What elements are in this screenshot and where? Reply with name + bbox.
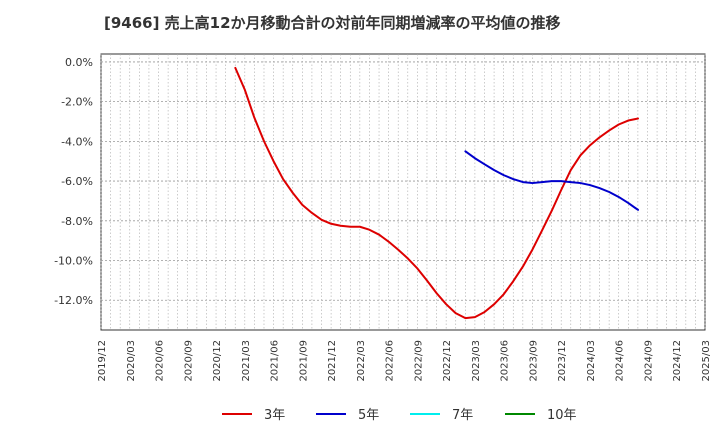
x-tick-label: 2023/06	[500, 340, 511, 382]
x-tick-label: 2023/09	[528, 340, 539, 382]
x-tick-label: 2024/09	[643, 340, 654, 382]
x-tick-label: 2020/09	[183, 340, 194, 382]
x-tick-label: 2022/12	[442, 340, 453, 382]
x-tick-label: 2024/03	[586, 340, 597, 382]
legend-label: 7年	[452, 408, 473, 423]
x-tick-label: 2022/03	[356, 340, 367, 382]
x-tick-label: 2023/03	[471, 340, 482, 382]
legend-label: 5年	[358, 408, 379, 423]
x-tick-label: 2025/03	[701, 340, 712, 382]
x-tick-label: 2021/03	[241, 340, 252, 382]
legend: 3年 5年 7年 10年	[222, 408, 577, 423]
y-tick-label: -10.0%	[54, 255, 93, 268]
x-tick-label: 2019/12	[97, 340, 108, 382]
series-line	[234, 66, 639, 320]
x-tick-label: 2021/09	[298, 340, 309, 382]
x-tick-label: 2022/09	[413, 340, 424, 382]
x-tick-label: 2021/06	[270, 340, 281, 382]
grid-layer	[100, 53, 706, 331]
x-tick-label: 2024/06	[615, 340, 626, 382]
y-tick-label: 0.0%	[65, 56, 93, 69]
x-tick-label: 2020/03	[126, 340, 137, 382]
y-tick-label: -8.0%	[61, 215, 93, 228]
x-tick-label: 2020/12	[212, 340, 223, 382]
plot-frame	[100, 53, 706, 331]
series-line	[464, 150, 639, 211]
x-tick-label: 2020/06	[155, 340, 166, 382]
x-tick-label: 2021/12	[327, 340, 338, 382]
legend-label: 3年	[264, 408, 285, 423]
legend-label: 10年	[547, 408, 577, 423]
chart-title: [9466] 売上高12か月移動合計の対前年同期増減率の平均値の推移	[104, 14, 561, 32]
x-tick-label: 2023/12	[557, 340, 568, 382]
y-tick-label: -6.0%	[61, 175, 93, 188]
x-tick-label: 2024/12	[672, 340, 683, 382]
x-tick-label: 2022/06	[385, 340, 396, 382]
y-tick-label: -4.0%	[61, 135, 93, 148]
series-layer	[234, 66, 639, 320]
y-tick-label: -12.0%	[54, 294, 93, 307]
axis-layer: 0.0% -2.0% -4.0% -6.0% -8.0% -10.0% -12.0% 2019…	[54, 56, 712, 382]
y-tick-label: -2.0%	[61, 96, 93, 109]
